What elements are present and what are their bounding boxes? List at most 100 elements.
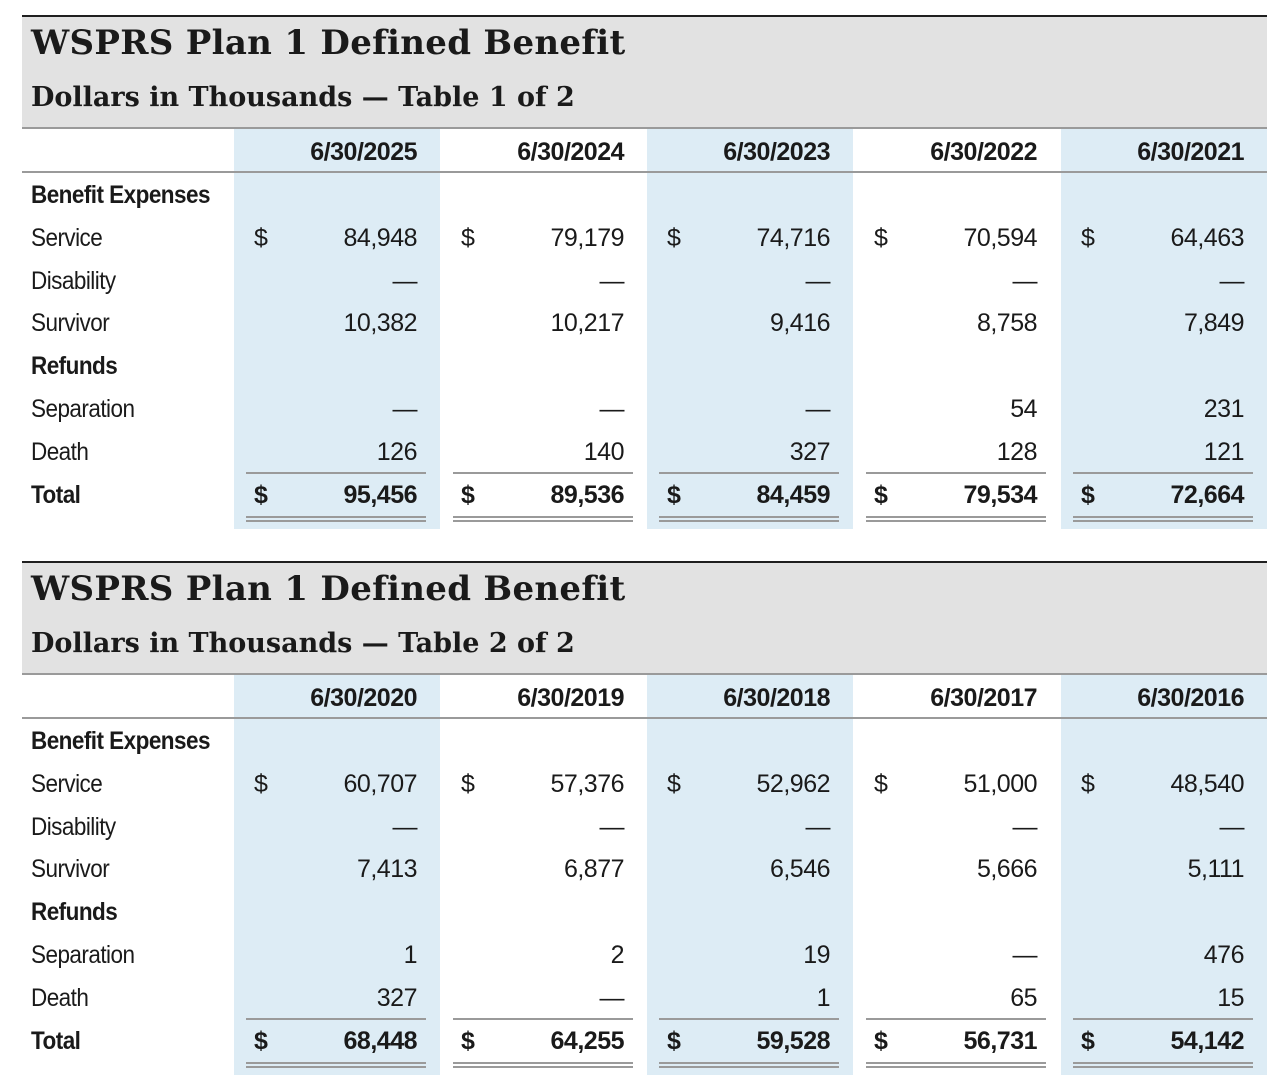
- column-shade: [647, 129, 853, 529]
- table-2: WSPRS Plan 1 Defined Benefit Dollars in …: [22, 561, 1267, 1075]
- currency-symbol: $: [667, 480, 681, 509]
- cell-value: 48,540: [1170, 769, 1245, 798]
- column-header: 6/30/2020: [310, 684, 417, 712]
- cell-value: —: [805, 266, 831, 295]
- table-row: Survivor 10,382 10,217 9,416 8,758 7,849: [22, 303, 1267, 343]
- table-title: WSPRS Plan 1 Defined Benefit: [31, 23, 626, 63]
- currency-symbol: $: [667, 223, 681, 252]
- cell-value: 15: [1217, 983, 1244, 1012]
- cell-value: —: [805, 812, 831, 841]
- row-label: Refunds: [31, 352, 118, 381]
- row-label: Benefit Expenses: [31, 181, 210, 209]
- cell-value: 19: [803, 941, 830, 969]
- row-label: Refunds: [31, 898, 118, 927]
- cell-value: 7,413: [356, 855, 418, 884]
- cell-value: 79,179: [550, 223, 625, 252]
- table-header-band: WSPRS Plan 1 Defined Benefit Dollars in …: [22, 15, 1267, 129]
- cell-value: 327: [376, 983, 418, 1012]
- cell-value: —: [599, 812, 625, 841]
- subtotal-rule: [1073, 471, 1253, 474]
- cell-value: 84,459: [756, 480, 831, 509]
- row-label: Total: [31, 480, 81, 509]
- table-row: Service $84,948 $79,179 $74,716 $70,594 $64,4…: [22, 218, 1267, 258]
- currency-symbol: $: [461, 769, 475, 798]
- subtotal-rule: [246, 471, 426, 474]
- column-shade: [1061, 129, 1267, 529]
- cell-value: —: [1219, 812, 1245, 841]
- cell-value: 70,594: [963, 223, 1038, 252]
- table-1: WSPRS Plan 1 Defined Benefit Dollars in …: [22, 15, 1267, 529]
- cell-value: —: [1012, 266, 1038, 295]
- cell-value: 10,217: [550, 309, 625, 338]
- cell-value: —: [1219, 266, 1245, 295]
- cell-value: 2: [610, 941, 625, 969]
- column-shade: [234, 129, 440, 529]
- cell-value: 57,376: [550, 769, 625, 798]
- cell-value: 84,948: [343, 223, 418, 252]
- total-double-rule: [246, 1061, 426, 1068]
- cell-value: 10,382: [343, 309, 418, 338]
- column-header: 6/30/2025: [310, 138, 417, 166]
- table-row: Survivor 7,413 6,877 6,546 5,666 5,111: [22, 849, 1267, 889]
- total-double-rule: [453, 515, 633, 522]
- cell-value: —: [392, 266, 418, 295]
- cell-value: 60,707: [343, 769, 418, 798]
- total-double-rule: [866, 515, 1046, 522]
- column-header: 6/30/2017: [930, 684, 1037, 712]
- column-shade: [234, 675, 440, 1075]
- currency-symbol: $: [667, 769, 681, 798]
- total-double-rule: [246, 515, 426, 522]
- currency-symbol: $: [667, 1026, 681, 1055]
- currency-symbol: $: [874, 223, 888, 252]
- cell-value: 51,000: [963, 769, 1038, 798]
- currency-symbol: $: [1081, 223, 1095, 252]
- subtotal-rule: [659, 471, 839, 474]
- row-label: Separation: [31, 941, 135, 969]
- table-body: 6/30/2025 6/30/2024 6/30/2023 6/30/2022 6/30…: [22, 129, 1267, 529]
- table-row: Service $60,707 $57,376 $52,962 $51,000 $48,5…: [22, 764, 1267, 804]
- cell-value: 95,456: [343, 480, 418, 509]
- currency-symbol: $: [1081, 769, 1095, 798]
- column-header: 6/30/2021: [1137, 138, 1244, 166]
- currency-symbol: $: [254, 769, 268, 798]
- table-title: WSPRS Plan 1 Defined Benefit: [31, 569, 626, 609]
- column-shade: [647, 675, 853, 1075]
- cell-value: —: [599, 266, 625, 295]
- table-row: Disability — — — — —: [22, 807, 1267, 847]
- header-rule: [22, 717, 1267, 719]
- row-label: Survivor: [31, 855, 110, 884]
- currency-symbol: $: [254, 1026, 268, 1055]
- subtotal-rule: [453, 1017, 633, 1020]
- subtotal-rule: [866, 1017, 1046, 1020]
- cell-value: 1: [816, 983, 831, 1012]
- row-label: Total: [31, 1026, 81, 1055]
- cell-value: —: [1012, 941, 1038, 969]
- subtotal-rule: [1073, 1017, 1253, 1020]
- cell-value: —: [392, 812, 418, 841]
- subtotal-rule: [866, 471, 1046, 474]
- table-body: 6/30/2020 6/30/2019 6/30/2018 6/30/2017 6/30…: [22, 675, 1267, 1075]
- column-header: 6/30/2024: [517, 138, 624, 166]
- cell-value: —: [1012, 812, 1038, 841]
- subtotal-rule: [246, 1017, 426, 1020]
- cell-value: —: [599, 983, 625, 1012]
- total-double-rule: [866, 1061, 1046, 1068]
- cell-value: 5,666: [976, 855, 1038, 884]
- total-row: Total $95,456 $89,536 $84,459 $79,534 $72,664: [22, 475, 1267, 515]
- cell-value: 64,255: [550, 1026, 625, 1055]
- row-label: Disability: [31, 812, 116, 841]
- column-header: 6/30/2016: [1137, 684, 1244, 712]
- cell-value: 231: [1203, 395, 1245, 423]
- cell-value: 64,463: [1170, 223, 1245, 252]
- cell-value: 7,849: [1183, 309, 1245, 338]
- row-label: Death: [31, 983, 89, 1012]
- currency-symbol: $: [254, 480, 268, 509]
- total-double-rule: [659, 1061, 839, 1068]
- cell-value: 6,877: [563, 855, 625, 884]
- table-header-band: WSPRS Plan 1 Defined Benefit Dollars in …: [22, 561, 1267, 675]
- cell-value: 59,528: [756, 1026, 831, 1055]
- cell-value: 5,111: [1187, 855, 1245, 884]
- column-header: 6/30/2019: [517, 684, 624, 712]
- cell-value: 1: [403, 941, 418, 969]
- cell-value: 9,416: [769, 309, 831, 338]
